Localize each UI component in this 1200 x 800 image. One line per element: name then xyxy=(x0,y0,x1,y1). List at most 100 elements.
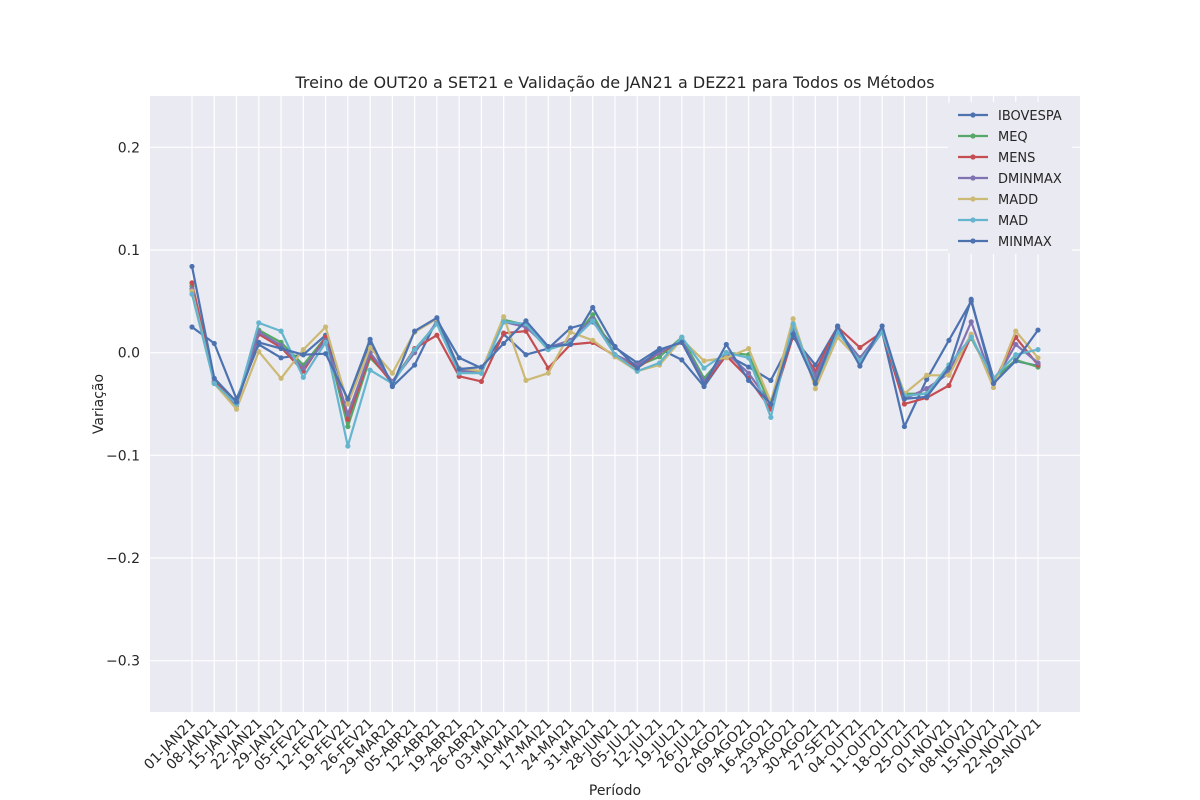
data-point xyxy=(812,380,818,387)
y-tick-label: −0.2 xyxy=(106,551,140,567)
x-tick-labels: 01-JAN2108-JAN2115-JAN2122-JAN2129-JAN21… xyxy=(141,716,1045,778)
data-point xyxy=(211,380,217,387)
data-point xyxy=(345,401,351,407)
legend-item: IBOVESPA xyxy=(958,109,1062,124)
legend-label: MINMAX xyxy=(998,235,1052,250)
data-point xyxy=(189,291,195,297)
data-point xyxy=(901,396,908,402)
data-point xyxy=(701,358,707,364)
legend-box xyxy=(948,102,1072,254)
data-point xyxy=(745,345,752,352)
data-point xyxy=(590,337,596,343)
data-point xyxy=(456,355,462,361)
data-point xyxy=(278,328,284,334)
y-tick-label: 0.2 xyxy=(118,140,140,156)
data-point xyxy=(656,346,663,353)
data-point xyxy=(1035,346,1041,353)
data-point xyxy=(857,363,863,369)
data-point xyxy=(523,318,529,324)
data-point xyxy=(345,423,351,430)
data-point xyxy=(990,380,997,387)
data-point xyxy=(745,377,752,383)
x-axis-label: Período xyxy=(589,783,641,799)
legend-marker xyxy=(970,112,976,118)
data-point xyxy=(345,416,351,422)
data-point xyxy=(723,341,729,348)
data-point xyxy=(790,321,796,327)
data-point xyxy=(456,366,462,372)
data-point xyxy=(946,372,952,378)
data-point xyxy=(300,374,306,380)
data-point xyxy=(612,343,618,350)
data-point xyxy=(612,352,618,358)
data-point xyxy=(656,360,663,366)
data-point xyxy=(790,331,796,337)
data-point xyxy=(590,318,596,324)
data-point xyxy=(367,367,373,373)
data-point xyxy=(946,337,952,343)
legend-label: DMINMAX xyxy=(998,172,1062,187)
data-point xyxy=(545,370,551,376)
data-point xyxy=(901,423,908,430)
data-point xyxy=(278,345,284,352)
data-point xyxy=(211,375,217,381)
data-point xyxy=(345,411,351,417)
data-point xyxy=(523,352,529,358)
data-point xyxy=(456,370,462,376)
series-minmax xyxy=(189,263,1041,407)
data-point xyxy=(656,354,663,360)
legend-marker xyxy=(970,217,976,223)
data-point xyxy=(278,355,284,361)
data-point xyxy=(389,382,395,389)
data-point xyxy=(412,328,418,334)
data-point xyxy=(233,399,240,405)
y-tick-label: −0.1 xyxy=(106,448,140,464)
legend-item: MINMAX xyxy=(958,235,1052,250)
y-tick-label: 0.0 xyxy=(118,346,140,362)
data-point xyxy=(567,329,574,335)
data-point xyxy=(233,406,240,412)
data-point xyxy=(434,332,440,338)
data-point xyxy=(812,372,818,378)
legend-item: MEQ xyxy=(958,130,1028,145)
data-point xyxy=(968,319,974,325)
data-point xyxy=(1035,360,1041,366)
data-point xyxy=(835,323,841,329)
data-point xyxy=(501,314,507,320)
data-point xyxy=(946,365,952,371)
data-point xyxy=(590,304,596,311)
data-point xyxy=(990,384,997,391)
data-point xyxy=(679,334,685,340)
data-point xyxy=(367,344,373,351)
data-point xyxy=(968,334,974,340)
grid-lines xyxy=(150,96,1080,712)
data-point xyxy=(434,315,440,321)
data-point xyxy=(745,370,752,376)
legend-label: MAD xyxy=(998,214,1028,229)
data-point xyxy=(924,372,930,378)
data-point xyxy=(256,349,262,355)
data-point xyxy=(478,370,485,376)
data-point xyxy=(924,394,930,400)
y-tick-label: 0.1 xyxy=(118,243,140,259)
legend-marker xyxy=(970,238,976,244)
data-point xyxy=(701,365,707,371)
data-point xyxy=(189,324,195,330)
chart-title: Treino de OUT20 a SET21 e Validação de J… xyxy=(294,73,934,92)
data-point xyxy=(189,263,195,270)
y-tick-label: −0.3 xyxy=(106,654,140,670)
legend-item: DMINMAX xyxy=(958,172,1062,187)
data-point xyxy=(322,351,329,357)
data-point xyxy=(345,396,351,402)
data-point xyxy=(478,364,485,370)
data-point xyxy=(412,346,418,353)
data-point xyxy=(924,376,930,382)
data-point xyxy=(1013,358,1019,364)
y-tick-labels: 0.2 0.1 0.0 −0.1 −0.2 −0.3 xyxy=(106,140,140,669)
legend-marker xyxy=(970,154,976,160)
data-point xyxy=(924,386,930,392)
legend-label: MADD xyxy=(998,193,1038,208)
data-point xyxy=(501,330,507,336)
data-point xyxy=(768,414,774,420)
